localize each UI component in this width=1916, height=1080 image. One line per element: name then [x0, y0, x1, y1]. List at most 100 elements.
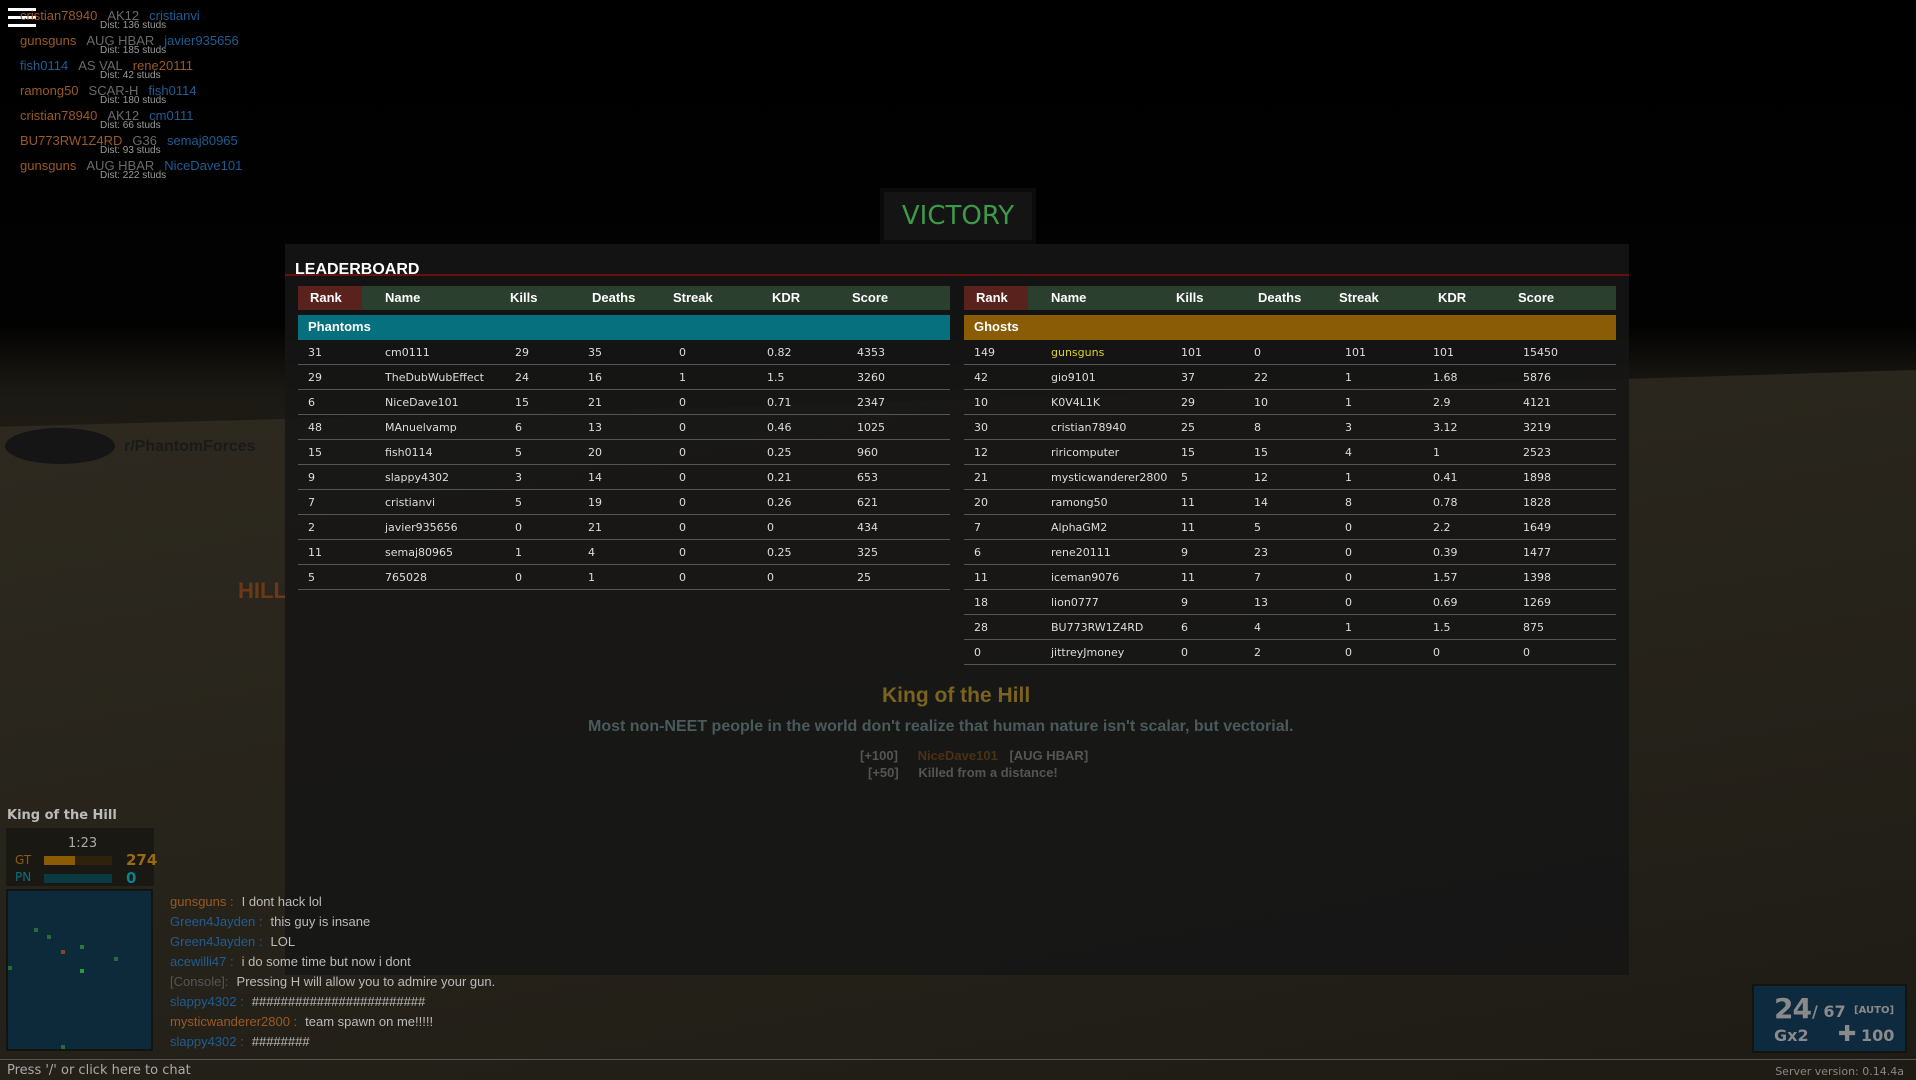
mode-title: King of the Hill [7, 808, 117, 823]
cell: gio9101 [1051, 371, 1096, 384]
cell: ramong50 [1051, 496, 1108, 509]
cell: 28 [974, 621, 988, 634]
cell: 1.5 [1433, 621, 1451, 634]
cell: 0 [679, 446, 686, 459]
cell: 25 [857, 571, 871, 584]
cell: 0 [767, 571, 774, 584]
cell: 1 [1345, 396, 1352, 409]
rank-header-bg [964, 286, 1028, 310]
cell: 1025 [857, 421, 885, 434]
cell: 19 [588, 496, 602, 509]
cell: 0 [767, 521, 774, 534]
cell: javier935656 [385, 521, 458, 534]
cell: 1 [1345, 371, 1352, 384]
cell: 0 [1345, 546, 1352, 559]
pn-label: PN [15, 870, 32, 884]
cell: 5 [1254, 521, 1261, 534]
chat-author: mysticwanderer2800 : [170, 1014, 298, 1029]
cell: NiceDave101 [385, 396, 459, 409]
killfeed-entry: cristian78940 AK12 cm0111 Dist: 66 studs [20, 108, 193, 131]
cell: iceman9076 [1051, 571, 1120, 584]
weapon-name: [AUG HBAR] [1009, 748, 1089, 763]
column-header[interactable]: Deaths [592, 290, 636, 305]
cell: 3 [1345, 421, 1352, 434]
cell: 0 [515, 571, 522, 584]
cell: 0.39 [1433, 546, 1458, 559]
column-header[interactable]: KDR [1438, 290, 1467, 305]
cell: 9 [308, 471, 315, 484]
cell: 1269 [1523, 596, 1551, 609]
health-icon: ✚ [1838, 1022, 1857, 1047]
column-header[interactable]: Score [852, 290, 889, 305]
cell: 5 [515, 496, 522, 509]
cell: 1.5 [767, 371, 785, 384]
cell: 21 [974, 471, 988, 484]
victim-name: NiceDave101 [164, 158, 243, 173]
column-header[interactable]: KDR [772, 290, 801, 305]
ally-marker [8, 966, 12, 970]
chat-author: acewilli47 : [170, 954, 234, 969]
pn-score: 0 [126, 869, 137, 887]
cell: 765028 [385, 571, 427, 584]
table-row: 15 fish0114 5 20 0 0.25 960 [298, 440, 950, 465]
cell: 0 [1523, 646, 1530, 659]
chat-input[interactable]: Press '/' or click here to chat [7, 1063, 191, 1078]
mag-count: 24 [1774, 992, 1812, 1025]
chat-text: ######################## [251, 994, 426, 1009]
table-row: 9 slappy4302 3 14 0 0.21 653 [298, 465, 950, 490]
cell: 5876 [1523, 371, 1551, 384]
cell: 10 [1254, 396, 1268, 409]
cell: 11 [1181, 571, 1195, 584]
column-header[interactable]: Rank [310, 290, 342, 305]
table-row: 31 cm0111 29 35 0 0.82 4353 [298, 340, 950, 365]
column-header[interactable]: Kills [510, 290, 538, 305]
victim-name: rene20111 [132, 58, 193, 73]
column-header[interactable]: Streak [1339, 290, 1379, 305]
cell: 0 [1345, 521, 1352, 534]
chat-message: slappy4302 : ######################## [170, 992, 495, 1012]
victim-name: fish0114 [148, 83, 197, 98]
cell: 23 [1254, 546, 1268, 559]
cell: 101 [1181, 346, 1202, 359]
cell: 8 [1345, 496, 1352, 509]
cell: 0 [974, 646, 981, 659]
table-row: 5 765028 0 1 0 0 25 [298, 565, 950, 590]
chat-author: slappy4302 : [170, 994, 244, 1009]
cell: 0.46 [767, 421, 792, 434]
cell: BU773RW1Z4RD [1051, 621, 1144, 634]
cell: 2 [308, 521, 315, 534]
cell: 1649 [1523, 521, 1551, 534]
weapon-name: G36 [132, 133, 157, 148]
cell: 0 [515, 521, 522, 534]
hill-left-sign: HILL [238, 578, 287, 603]
menu-button[interactable] [8, 8, 36, 28]
divider [285, 274, 1629, 276]
cell: 4 [588, 546, 595, 559]
cell: rene20111 [1051, 546, 1111, 559]
column-header[interactable]: Deaths [1258, 290, 1302, 305]
cell: 0.25 [767, 546, 792, 559]
column-header[interactable]: Name [1051, 290, 1087, 305]
cell: 24 [515, 371, 529, 384]
chat-author: [Console]: [170, 974, 229, 989]
cell: 6 [974, 546, 981, 559]
cell: 101 [1433, 346, 1454, 359]
cell: 1828 [1523, 496, 1551, 509]
cell: 0 [679, 571, 686, 584]
team-header: Ghosts [964, 315, 1616, 340]
cell: 6 [515, 421, 522, 434]
column-header[interactable]: Streak [673, 290, 713, 305]
column-header[interactable]: Score [1518, 290, 1555, 305]
cell: mysticwanderer2800 [1051, 471, 1168, 484]
cell: 0 [679, 346, 686, 359]
killer-name: BU773RW1Z4RD [20, 133, 123, 148]
rank-header-bg [298, 286, 362, 310]
column-header[interactable]: Kills [1176, 290, 1204, 305]
cell: 2.2 [1433, 521, 1451, 534]
column-header[interactable]: Name [385, 290, 421, 305]
cell: 1898 [1523, 471, 1551, 484]
cell: 1398 [1523, 571, 1551, 584]
column-header[interactable]: Rank [976, 290, 1008, 305]
cell: 3219 [1523, 421, 1551, 434]
cell: 15450 [1523, 346, 1558, 359]
